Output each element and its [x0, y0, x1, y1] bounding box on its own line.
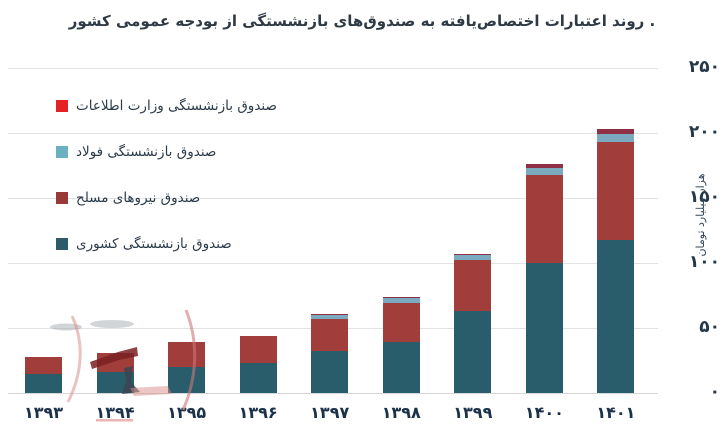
legend-swatch — [56, 146, 68, 158]
bar-segment — [168, 342, 206, 367]
x-tick-label: ۱۴۰۰ — [524, 403, 564, 422]
bar-segment — [311, 315, 349, 319]
y-tick-label: ۰ — [709, 382, 720, 402]
legend-label: صندوق بازنشستگی وزارت اطلاعات — [76, 98, 277, 114]
bar-segment — [96, 352, 134, 373]
gridline-100 — [8, 263, 658, 264]
bar-segment — [454, 255, 492, 261]
bar-segment — [454, 253, 492, 256]
bar-segment — [25, 373, 62, 393]
bar-segment — [597, 142, 635, 240]
bar-segment — [311, 313, 349, 315]
chart-title: . روند اعتبارات اختصاص‌یافته به صندوق‌ها… — [68, 12, 656, 30]
bar-segment — [454, 260, 492, 312]
bar-segment — [525, 164, 563, 169]
bar-segment — [382, 342, 420, 393]
legend-label: صندوق نیروهای مسلح — [76, 190, 201, 206]
x-tick-label: ۱۳۹۸ — [381, 403, 421, 422]
bar-segment — [239, 335, 277, 364]
bar-segment — [597, 129, 635, 135]
bar-segment — [525, 263, 563, 393]
legend-swatch — [56, 192, 68, 204]
x-tick-label: ۱۳۹۵ — [167, 403, 207, 422]
bar-segment — [239, 363, 277, 393]
bar-segment — [96, 372, 134, 393]
y-tick-label: ۱۵۰ — [688, 187, 720, 207]
legend-item: صندوق بازنشستگی وزارت اطلاعات — [56, 96, 277, 116]
bar-segment — [454, 311, 492, 393]
x-tick-label: ۱۴۰۱ — [596, 403, 636, 422]
y-tick-label: ۲۵۰ — [688, 57, 720, 77]
legend-item: صندوق نیروهای مسلح — [56, 188, 200, 208]
y-tick-label: ۵۰ — [699, 317, 720, 337]
bar-segment — [311, 318, 349, 352]
bar-segment — [382, 298, 420, 304]
gridline-0 — [8, 393, 658, 394]
legend-label: صندوق بازنشستگی فولاد — [76, 144, 217, 160]
bar-segment — [525, 174, 563, 263]
x-tick-label: ۱۳۹۴ — [95, 403, 135, 422]
bar-segment — [525, 168, 563, 175]
gridline-200 — [8, 133, 658, 134]
x-tick-label: ۱۳۹۹ — [453, 403, 493, 422]
legend-item: صندوق بازنشستگی فولاد — [56, 142, 216, 162]
bar-segment — [382, 296, 420, 299]
y-axis-unit-label: هزار میلیارد تومان — [694, 173, 707, 257]
gridline-250 — [8, 68, 658, 69]
bar-segment — [597, 239, 635, 393]
legend-swatch — [56, 238, 68, 250]
gridline-150 — [8, 198, 658, 199]
bar-segment — [311, 351, 349, 393]
x-tick-label: ۱۳۹۳ — [23, 403, 64, 422]
y-tick-label: ۲۰۰ — [688, 122, 720, 142]
bar-segment — [25, 356, 62, 374]
bar-segment — [597, 134, 635, 143]
bar-segment — [382, 303, 420, 343]
legend-swatch — [56, 100, 68, 112]
legend-label: صندوق بازنشستگی کشوری — [76, 236, 232, 252]
y-tick-label: ۱۰۰ — [688, 252, 720, 272]
x-tick-label: ۱۳۹۷ — [310, 403, 350, 422]
legend-item: صندوق بازنشستگی کشوری — [56, 234, 232, 254]
bar-segment — [168, 367, 206, 393]
x-tick-label: ۱۳۹۶ — [238, 403, 278, 422]
